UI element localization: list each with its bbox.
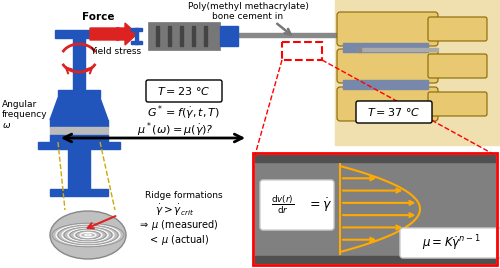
Bar [220,26,238,46]
FancyBboxPatch shape [428,92,487,116]
Bar [68,149,90,189]
Text: $\frac{\mathrm{d}v(r)}{\mathrm{d}r}$: $\frac{\mathrm{d}v(r)}{\mathrm{d}r}$ [272,194,294,216]
Bar [131,41,142,44]
Bar [58,90,100,98]
Text: $= \dot{\gamma}$: $= \dot{\gamma}$ [307,196,332,214]
Bar [255,155,495,263]
Ellipse shape [50,211,126,259]
Bar [358,47,361,52]
Polygon shape [90,23,137,45]
Text: $T = 37\ °C$: $T = 37\ °C$ [367,106,421,118]
Text: $\mu = K\dot{\gamma}^{n-1}$: $\mu = K\dot{\gamma}^{n-1}$ [422,233,480,253]
Bar [253,153,497,265]
Bar [238,33,358,37]
Text: $\Rightarrow\,\mu$ (measured): $\Rightarrow\,\mu$ (measured) [138,218,218,232]
Bar [343,80,428,89]
Bar [50,127,108,135]
Bar [192,26,195,46]
Bar [358,48,438,51]
Bar [343,43,428,52]
Text: Ridge formations: Ridge formations [145,191,222,199]
FancyBboxPatch shape [337,12,438,46]
Bar [358,34,418,36]
FancyBboxPatch shape [356,101,432,123]
Bar [156,26,159,46]
Text: Poly(methyl methacrylate)
bone cement in: Poly(methyl methacrylate) bone cement in [188,2,308,21]
Text: $\dot{\gamma} > \dot{\gamma}_{crit}$: $\dot{\gamma} > \dot{\gamma}_{crit}$ [155,202,194,218]
Bar [50,120,108,127]
Bar [282,42,322,60]
Bar [148,22,220,50]
FancyBboxPatch shape [428,17,487,41]
Bar [335,0,500,145]
Bar [131,28,142,31]
Bar [255,155,495,162]
Text: $G^* = f(\dot{\gamma}, t, T)$: $G^* = f(\dot{\gamma}, t, T)$ [148,104,220,122]
FancyBboxPatch shape [428,54,487,78]
Text: $T = 23\ °C$: $T = 23\ °C$ [157,85,211,97]
Text: Yield stress: Yield stress [90,47,141,56]
Bar [135,28,138,44]
FancyBboxPatch shape [337,87,438,121]
Bar [180,26,183,46]
Text: $\mu^*(\omega) = \mu(\dot{\gamma})$?: $\mu^*(\omega) = \mu(\dot{\gamma})$? [136,121,214,139]
FancyBboxPatch shape [337,49,438,83]
Bar [204,26,207,46]
Text: Angular
frequency
$\omega$: Angular frequency $\omega$ [2,100,48,130]
Text: Force: Force [82,12,114,22]
Bar [50,189,108,196]
FancyBboxPatch shape [400,228,500,258]
Bar [55,30,107,38]
Bar [73,38,85,93]
FancyBboxPatch shape [146,80,222,102]
Bar [50,135,108,142]
Bar [255,256,495,263]
Text: $<\,\mu$ (actual): $<\,\mu$ (actual) [148,233,210,247]
Bar [38,142,120,149]
Bar [168,26,171,46]
FancyBboxPatch shape [260,180,334,230]
Polygon shape [50,98,108,120]
